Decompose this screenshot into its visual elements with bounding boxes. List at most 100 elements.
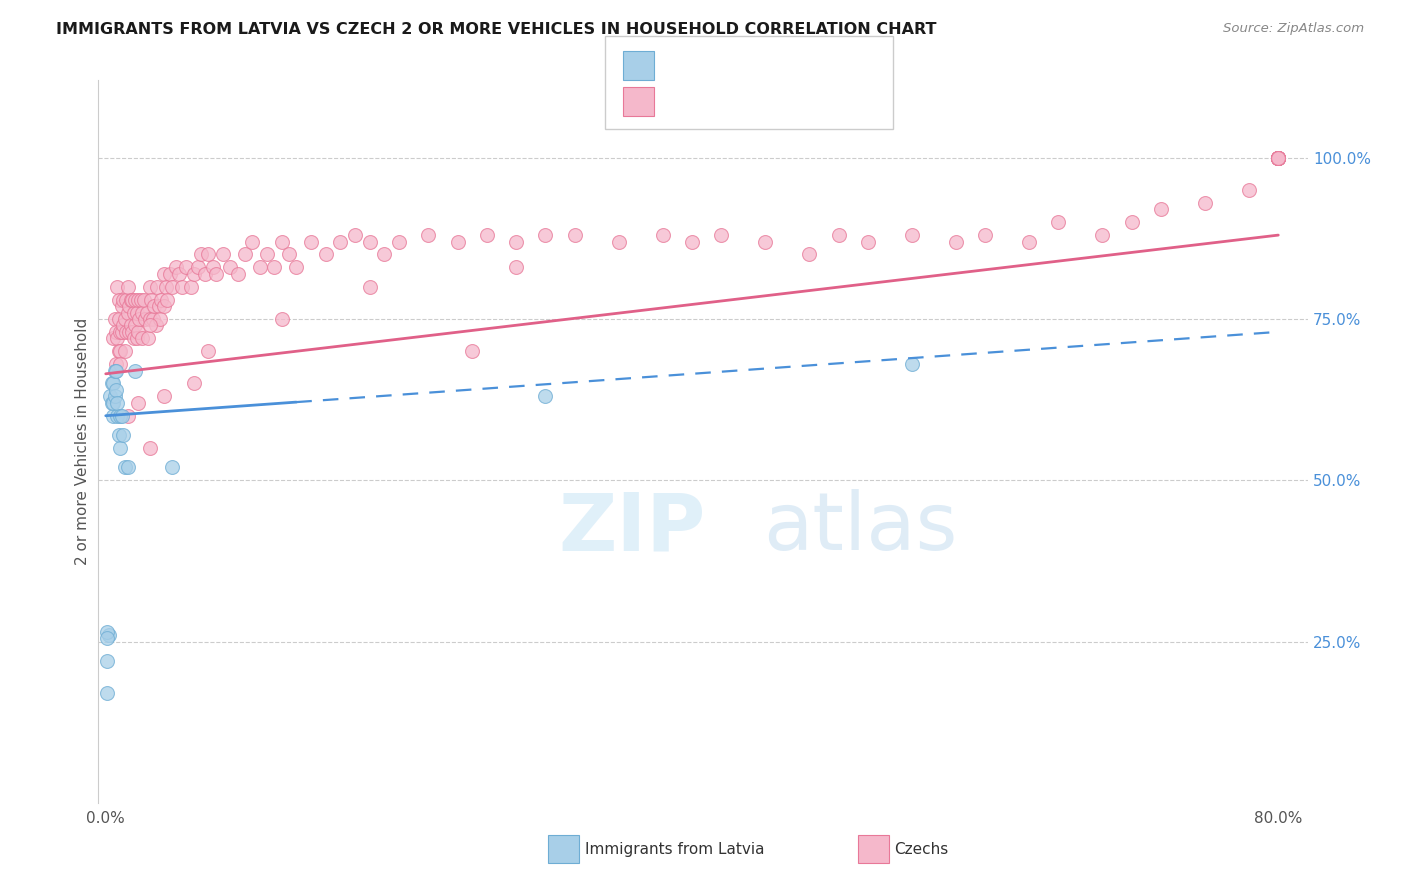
Point: [945, 235, 967, 249]
Point: [249, 260, 271, 275]
Point: [1121, 215, 1143, 229]
Point: [170, 279, 193, 293]
Point: [142, 312, 165, 326]
Point: [100, 396, 122, 410]
Point: [117, 409, 139, 423]
Point: [1150, 202, 1173, 217]
Point: [101, 376, 124, 391]
Point: [1047, 215, 1070, 229]
Point: [96, 632, 118, 646]
Text: Source: ZipAtlas.com: Source: ZipAtlas.com: [1223, 22, 1364, 36]
Point: [125, 331, 148, 345]
Point: [138, 312, 160, 326]
Point: [1267, 151, 1289, 165]
Point: [197, 247, 219, 261]
Point: [120, 318, 142, 333]
Point: [111, 325, 134, 339]
Point: [263, 260, 285, 275]
Point: [97, 628, 120, 642]
Point: [107, 331, 129, 345]
Point: [112, 318, 135, 333]
Point: [299, 235, 322, 249]
Point: [607, 235, 630, 249]
Point: [160, 279, 183, 293]
Point: [187, 260, 209, 275]
Point: [153, 267, 176, 281]
Point: [149, 312, 172, 326]
Point: [108, 344, 131, 359]
Text: 139: 139: [801, 91, 835, 106]
Point: [108, 312, 131, 326]
Text: R =: R =: [665, 55, 700, 70]
Point: [681, 235, 703, 249]
Point: [315, 247, 337, 261]
Point: [1267, 151, 1289, 165]
Point: [534, 228, 557, 243]
Point: [270, 312, 292, 326]
Point: [127, 325, 149, 339]
Point: [418, 228, 440, 243]
Point: [131, 305, 153, 319]
Point: [1267, 151, 1289, 165]
Point: [122, 331, 145, 345]
Point: [1267, 151, 1289, 165]
Point: [240, 235, 263, 249]
Text: Immigrants from Latvia: Immigrants from Latvia: [585, 842, 765, 856]
Point: [107, 409, 129, 423]
Point: [270, 235, 292, 249]
Text: 0.030: 0.030: [707, 55, 758, 70]
Point: [131, 331, 153, 345]
Point: [505, 235, 527, 249]
Point: [107, 279, 129, 293]
Point: [118, 325, 141, 339]
Point: [194, 267, 217, 281]
Point: [388, 235, 411, 249]
Point: [1267, 151, 1289, 165]
Point: [110, 325, 132, 339]
Point: [141, 293, 163, 307]
Point: [121, 293, 143, 307]
Point: [285, 260, 308, 275]
Point: [153, 299, 176, 313]
Point: [105, 357, 128, 371]
Point: [110, 344, 132, 359]
Point: [108, 293, 131, 307]
Point: [329, 235, 352, 249]
Point: [146, 279, 169, 293]
Point: [124, 363, 146, 377]
Point: [138, 318, 160, 333]
Point: [96, 686, 118, 700]
Point: [1267, 151, 1289, 165]
Point: [183, 267, 205, 281]
Point: [124, 318, 146, 333]
Point: [651, 228, 673, 243]
Point: [111, 299, 134, 313]
Point: [105, 363, 128, 377]
Text: 29: 29: [801, 55, 824, 70]
Point: [461, 344, 484, 359]
Point: [475, 228, 498, 243]
Point: [115, 293, 138, 307]
Point: [114, 312, 136, 326]
Text: R =: R =: [665, 91, 700, 106]
Point: [160, 460, 183, 475]
Point: [101, 331, 124, 345]
Point: [1237, 183, 1260, 197]
Point: [1091, 228, 1114, 243]
Point: [856, 235, 879, 249]
Text: N =: N =: [759, 55, 796, 70]
Point: [165, 260, 187, 275]
Point: [112, 293, 135, 307]
Point: [127, 396, 149, 410]
Point: [103, 389, 125, 403]
Point: [183, 376, 205, 391]
Point: [1267, 151, 1289, 165]
Point: [122, 305, 145, 319]
Point: [103, 312, 125, 326]
Point: [176, 260, 198, 275]
Point: [117, 279, 139, 293]
Point: [1267, 151, 1289, 165]
Point: [226, 267, 249, 281]
Point: [134, 312, 156, 326]
Point: [98, 389, 121, 403]
